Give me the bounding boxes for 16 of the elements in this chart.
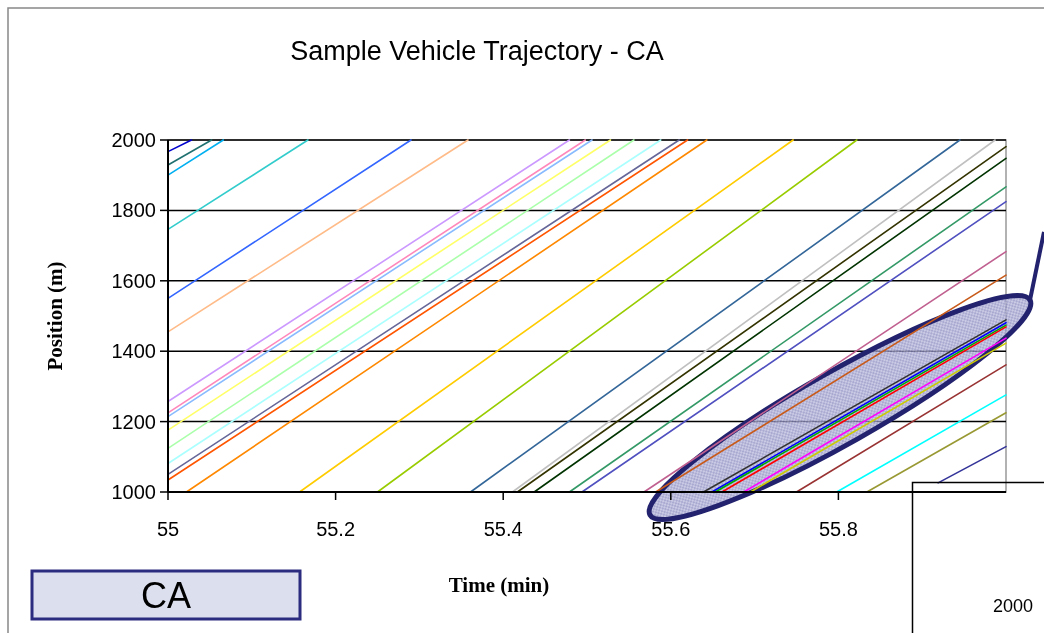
text: CA — [140, 574, 192, 616]
y-tick-label: 1800 — [111, 199, 156, 222]
x-tick-label: 55.4 — [483, 518, 523, 540]
y-tick-label: 1200 — [111, 410, 156, 433]
chart-title: Sample Vehicle Trajectory - CA — [290, 36, 664, 66]
y-tick-label: 1600 — [111, 269, 156, 292]
x-tick-label: 55 — [156, 518, 180, 540]
x-tick-label: 55.8 — [818, 518, 858, 540]
y-tick-label: 1000 — [111, 481, 156, 503]
x-tick-label: 55.2 — [316, 518, 356, 540]
y-axis-title: Position (m) — [43, 261, 67, 371]
y-tick-label: 2000 — [111, 129, 156, 151]
x-axis-title: Time (min) — [448, 573, 550, 597]
x-tick-label: 55.6 — [651, 518, 691, 540]
y-tick-label: 1400 — [111, 340, 156, 363]
text: 2000 — [992, 596, 1034, 616]
